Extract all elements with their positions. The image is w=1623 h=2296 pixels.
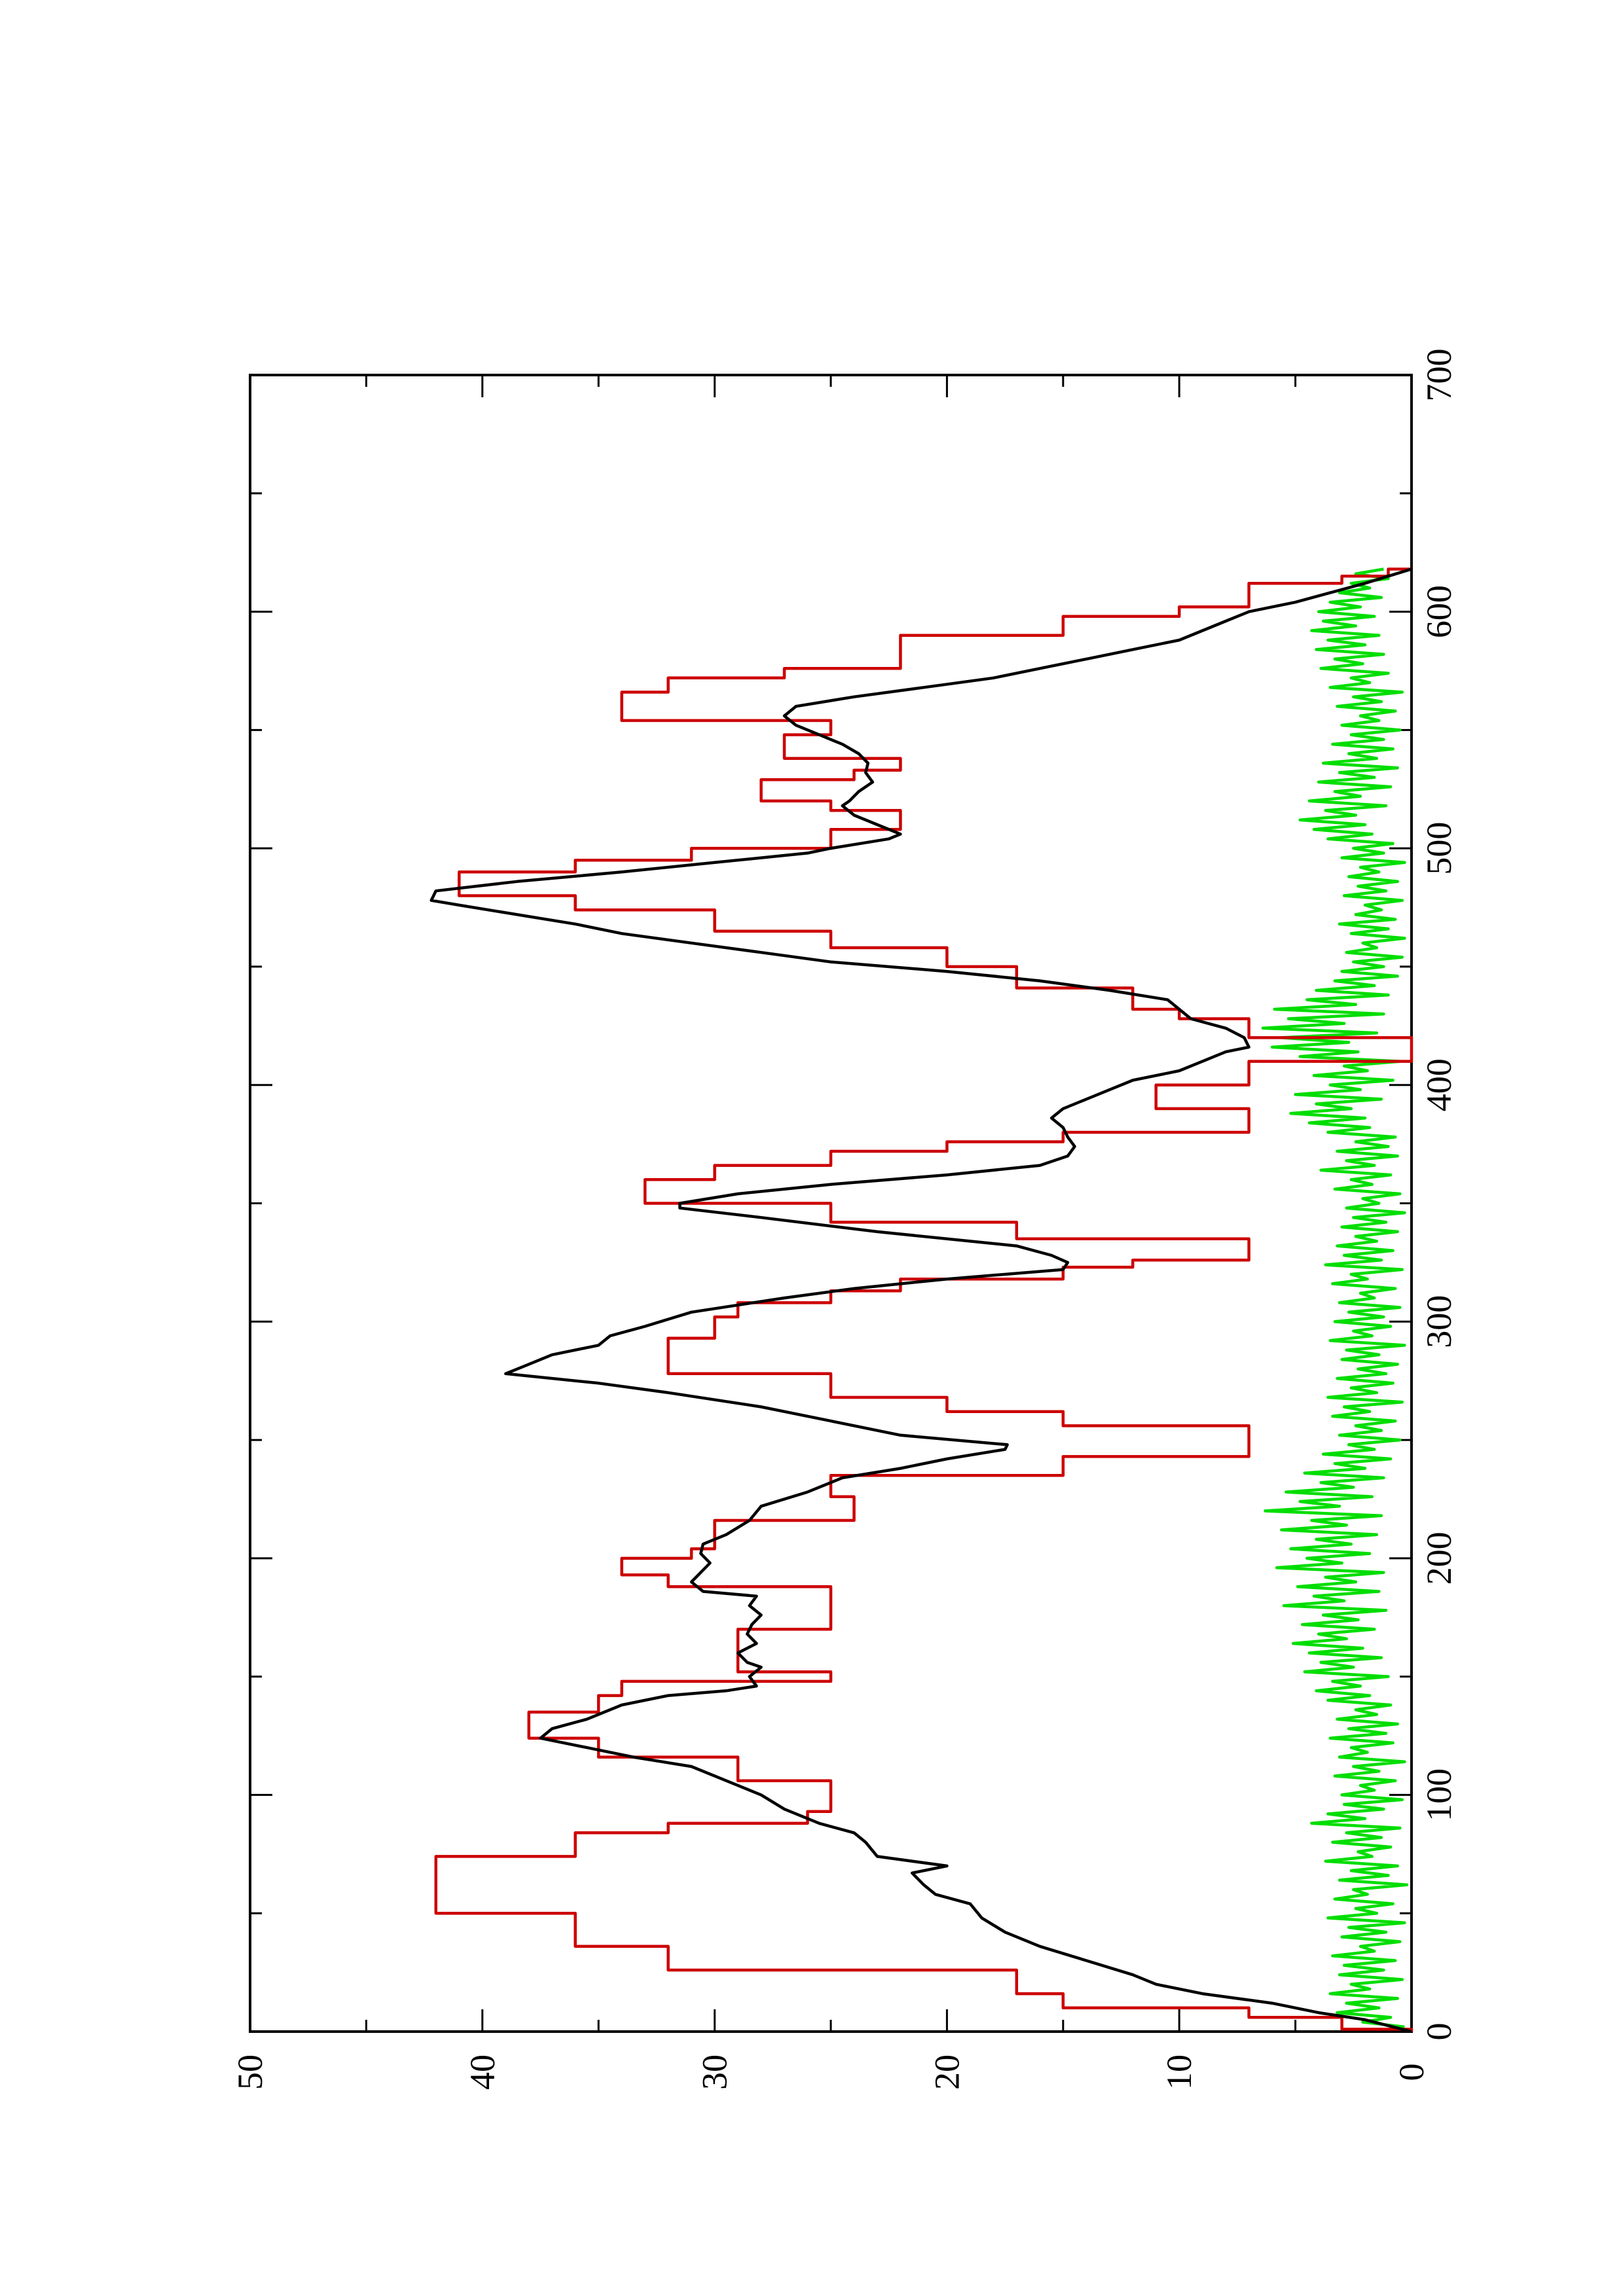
x-tick-label: 700 xyxy=(1419,349,1459,402)
x-tick-label: 500 xyxy=(1419,822,1459,875)
y-tick-label: 0 xyxy=(1392,2064,1431,2081)
x-tick-label: 300 xyxy=(1419,1295,1459,1348)
x-tick-label: 400 xyxy=(1419,1058,1459,1111)
x-tick-label: 0 xyxy=(1419,2023,1459,2041)
y-tick-label: 20 xyxy=(927,2054,966,2090)
y-tick-label: 30 xyxy=(695,2054,735,2090)
y-tick-label: 40 xyxy=(463,2054,502,2090)
x-tick-label: 200 xyxy=(1419,1532,1459,1585)
series-line-0 xyxy=(434,567,1413,2032)
y-tick-label: 10 xyxy=(1159,2054,1199,2090)
series-line-2 xyxy=(1261,567,1409,2029)
series-lines xyxy=(429,567,1413,2034)
x-tick-label: 100 xyxy=(1419,1768,1459,1821)
y-tick-label: 50 xyxy=(230,2054,270,2090)
x-tick-label: 600 xyxy=(1419,585,1459,638)
axis-ticks xyxy=(249,374,1413,2033)
tick-labels: 0 100 200 300 400 500 600 700 0 10 20 30 40 50 xyxy=(230,349,1459,2090)
series-line-1 xyxy=(429,567,1412,2034)
